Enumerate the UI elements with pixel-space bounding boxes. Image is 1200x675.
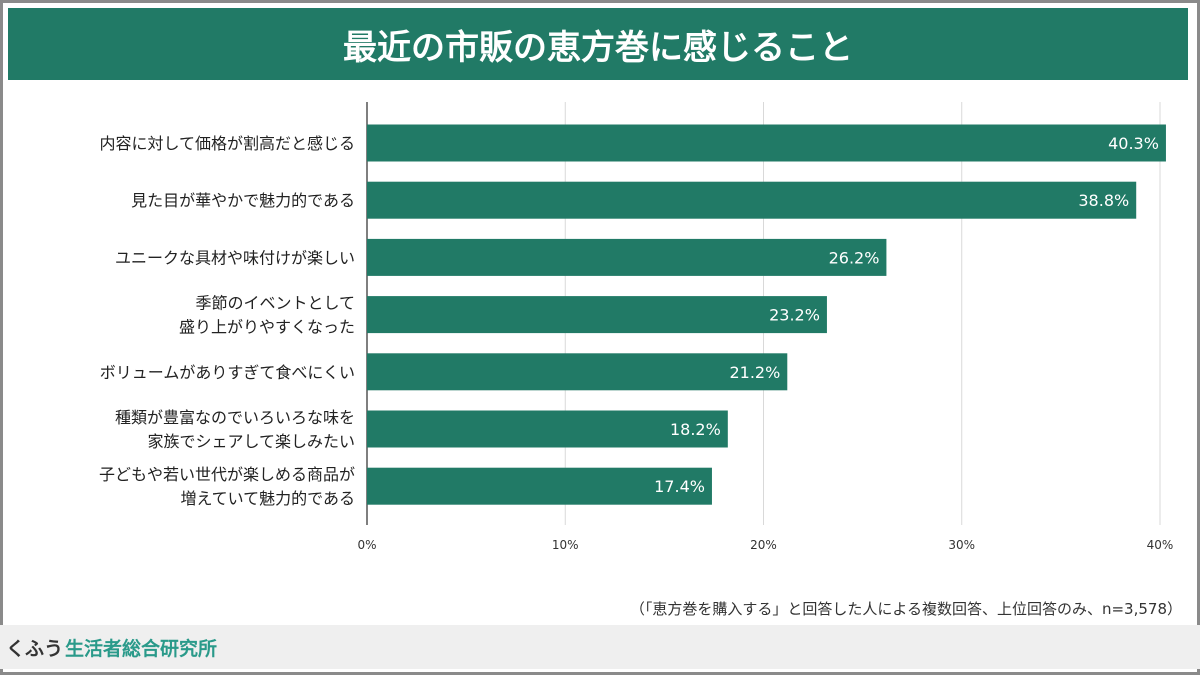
bar (367, 181, 1137, 219)
chart-title: 最近の市販の恵方巻に感じること (8, 8, 1188, 80)
data-label: 26.2% (829, 248, 880, 267)
footer: くふう 生活者総合研究所 (0, 625, 1200, 669)
category-label: 盛り上がりやすくなった (179, 318, 355, 337)
x-tick-label: 20% (750, 538, 777, 552)
data-label: 21.2% (729, 363, 780, 382)
bar (367, 238, 887, 276)
data-label: 18.2% (670, 420, 721, 439)
brand-logo-part2: 生活者総合研究所 (65, 637, 218, 660)
category-label: 子どもや若い世代が楽しめる商品が (99, 465, 355, 484)
bar (367, 410, 728, 448)
bar (367, 353, 788, 391)
category-label: 内容に対して価格が割高だと感じる (99, 134, 355, 153)
x-tick-label: 40% (1147, 538, 1174, 552)
bar (367, 467, 712, 505)
chart-note: （「恵方巻を購入する」と回答した人による複数回答、上位回答のみ、n=3,578） (629, 600, 1182, 618)
bar (367, 124, 1166, 162)
data-label: 17.4% (654, 477, 705, 496)
brand-logo-part1: くふう (6, 637, 64, 660)
x-tick-label: 10% (552, 538, 579, 552)
x-tick-label: 30% (948, 538, 975, 552)
category-label: 種類が豊富なのでいろいろな味を (115, 408, 355, 427)
x-tick-label: 0% (357, 538, 376, 552)
category-label: 家族でシェアして楽しみたい (147, 432, 355, 451)
category-label: 増えていて魅力的である (180, 489, 355, 508)
category-label: ボリュームがありすぎて食べにくい (100, 363, 355, 382)
bar (367, 296, 827, 334)
category-label: 見た目が華やかで魅力的である (131, 191, 355, 210)
data-label: 38.8% (1078, 191, 1129, 210)
category-label: ユニークな具材や味付けが楽しい (115, 248, 355, 267)
category-label: 季節のイベントとして (195, 294, 355, 313)
data-label: 40.3% (1108, 134, 1159, 153)
data-label: 23.2% (769, 306, 820, 325)
